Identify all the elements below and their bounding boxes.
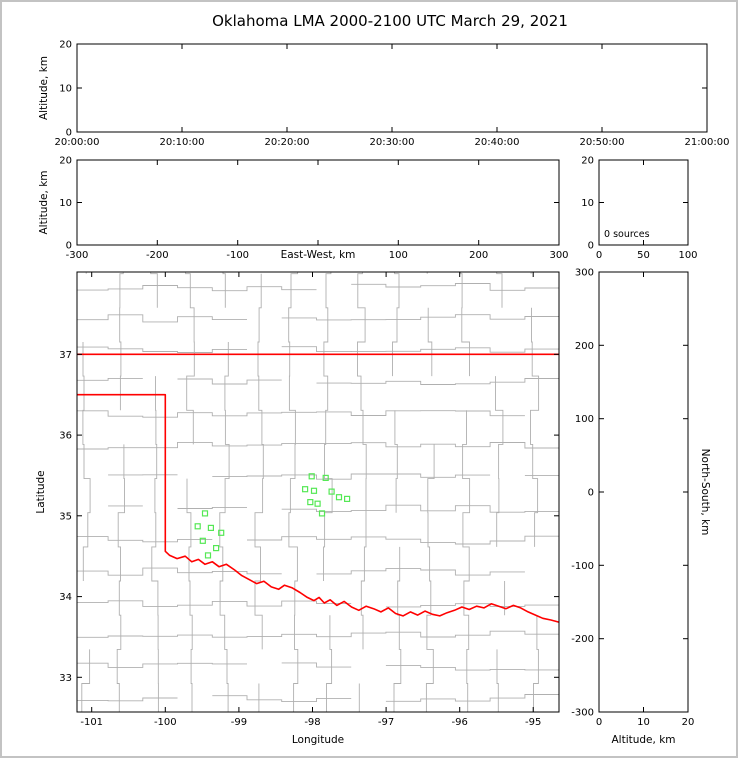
tick-label: 10 (59, 84, 72, 95)
ew-height-y-ticks: 0 10 20 (59, 156, 559, 252)
time-height-frame (76, 43, 708, 133)
station-marker (302, 486, 309, 493)
tick-label: 10 (59, 198, 72, 209)
lma-station-markers (194, 473, 351, 559)
ns-height-ylabel: North-South, km (699, 449, 711, 536)
tick-label: 20:20:00 (265, 137, 310, 148)
plan-map-x-ticks: -101 -100 -99 -98 -97 -96 -95 (80, 272, 541, 728)
tick-label: 0 (588, 241, 594, 252)
tick-label: 20 (59, 156, 72, 167)
station-marker (344, 495, 351, 502)
tick-label: 50 (637, 250, 650, 261)
state-border (77, 353, 559, 624)
tick-label: -101 (80, 717, 103, 728)
time-height-ylabel: Altitude, km (38, 56, 50, 120)
tick-label: 0 (66, 241, 72, 252)
plot-title: Oklahoma LMA 2000-2100 UTC March 29, 202… (212, 12, 568, 30)
tick-label: 100 (575, 414, 594, 425)
tick-label: -200 (146, 250, 169, 261)
tick-label: -97 (378, 717, 394, 728)
tick-label: 20 (581, 156, 594, 167)
ew-height-ylabel: Altitude, km (38, 170, 50, 234)
ns-height-xlabel: Altitude, km (611, 734, 675, 746)
tick-label: 200 (575, 341, 594, 352)
station-marker (314, 500, 321, 507)
tick-label: -200 (571, 634, 594, 645)
tick-label: -100 (571, 561, 594, 572)
station-marker (322, 474, 329, 481)
tick-label: 20:10:00 (160, 137, 205, 148)
source-histogram-x-ticks: 0 50 100 (596, 160, 698, 261)
source-histogram-panel: 0 50 100 0 10 20 0 sources (581, 156, 697, 262)
time-height-panel: 20:00:00 20:10:00 20:20:00 20:30:00 20:40:00… (55, 40, 730, 149)
tick-label: 10 (637, 717, 650, 728)
source-count-annotation: 0 sources (604, 229, 650, 240)
ew-height-x-ticks: -300 -200 -100 100 200 300 (66, 160, 569, 261)
ew-height-xlabel: East-West, km (281, 249, 356, 261)
tick-label: 0 (596, 250, 602, 261)
ns-height-y-ticks: 300 200 100 0 -100 -200 -300 (571, 268, 688, 719)
tick-label: 20:40:00 (475, 137, 520, 148)
tick-label: 37 (59, 350, 72, 361)
tick-label: 33 (59, 673, 72, 684)
tick-label: 10 (581, 198, 594, 209)
plan-map-y-ticks: 33 34 35 36 37 (59, 350, 559, 684)
tick-label: 0 (596, 717, 602, 728)
tick-label: -100 (154, 717, 177, 728)
tick-label: 20:00:00 (55, 137, 100, 148)
tick-label: -96 (452, 717, 468, 728)
station-marker (204, 552, 212, 559)
map-ylabel: Latitude (35, 470, 47, 513)
time-height-x-ticks: 20:00:00 20:10:00 20:20:00 20:30:00 20:40:00… (55, 44, 730, 148)
plan-map-panel: -101 -100 -99 -98 -97 -96 -95 33 34 35 36 37 Longitu… (59, 271, 560, 746)
station-marker (201, 510, 209, 517)
tick-label: 100 (389, 250, 408, 261)
map-xlabel: Longitude (292, 734, 344, 746)
station-marker (308, 473, 315, 480)
tick-label: 0 (66, 128, 72, 139)
tick-label: 20 (59, 40, 72, 51)
station-marker (328, 488, 335, 495)
tick-label: -300 (66, 250, 89, 261)
tick-label: 100 (678, 250, 697, 261)
tick-label: -99 (231, 717, 247, 728)
tick-label: 20:50:00 (580, 137, 625, 148)
tick-label: 20 (682, 717, 695, 728)
tick-label: 35 (59, 511, 72, 522)
station-marker (207, 524, 214, 532)
tick-label: 36 (59, 431, 72, 442)
station-marker (194, 523, 201, 530)
tick-label: -300 (571, 708, 594, 719)
ew-height-frame (76, 159, 560, 246)
tick-label: -95 (525, 717, 541, 728)
tick-label: -100 (226, 250, 249, 261)
county-boundaries (77, 272, 559, 712)
tick-label: 300 (549, 250, 568, 261)
station-marker (310, 487, 318, 494)
tick-label: 20:30:00 (370, 137, 415, 148)
source-histogram-y-ticks: 0 10 20 (581, 156, 688, 252)
station-marker (335, 494, 343, 501)
time-height-y-ticks: 0 10 20 (59, 40, 707, 139)
station-marker (213, 544, 220, 552)
station-marker (199, 537, 206, 544)
tick-label: 21:00:00 (685, 137, 730, 148)
map-content (77, 272, 559, 712)
ns-height-panel: 0 10 20 300 200 100 0 -100 -200 -300 Altitude, km (571, 268, 694, 747)
ew-height-panel: -300 -200 -100 100 200 300 0 10 20 East-West, km (59, 156, 568, 262)
ns-height-frame (598, 271, 689, 713)
plan-map-frame (76, 271, 560, 713)
tick-label: 0 (588, 488, 594, 499)
station-marker (218, 529, 225, 536)
ns-height-x-ticks: 0 10 20 (596, 272, 695, 728)
tick-label: 200 (469, 250, 488, 261)
station-marker (307, 499, 314, 506)
tick-label: -98 (304, 717, 320, 728)
station-marker (318, 510, 326, 517)
tick-label: 34 (59, 592, 72, 603)
tick-label: 300 (575, 268, 594, 279)
